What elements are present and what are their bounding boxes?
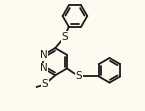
Text: N: N	[40, 63, 47, 73]
Text: S: S	[75, 71, 82, 81]
Text: S: S	[61, 32, 68, 42]
Text: N: N	[40, 50, 47, 60]
Text: S: S	[41, 79, 48, 89]
